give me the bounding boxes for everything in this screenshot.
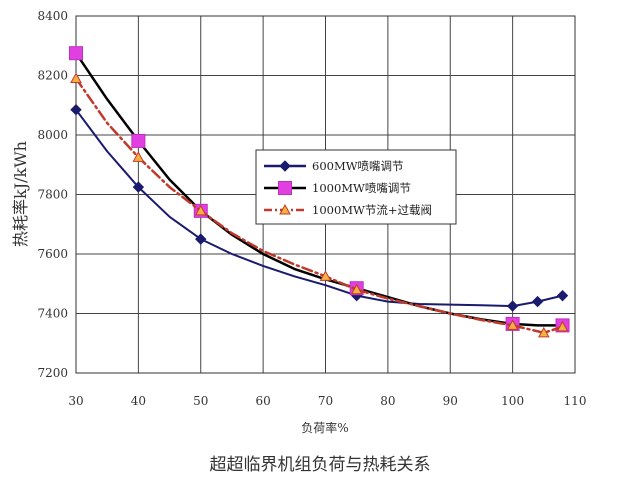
y-tick-label: 7800 [37,188,68,202]
diamond-marker [531,295,544,308]
triangle-marker [350,283,363,295]
plot-frame [75,15,576,374]
triangle-marker [70,72,82,83]
x-tick-label: 60 [255,394,270,408]
square-marker [131,133,146,148]
series-line [75,108,564,308]
x-tick-label: 40 [131,394,146,408]
legend-label: 600MW喷嘴调节 [312,159,404,173]
legend-square-marker [278,181,292,195]
legend-entries: 600MW喷嘴调节 1000MW喷嘴调节 1000MW节流+过载阀 [264,159,432,217]
series-layer [69,46,570,338]
tick-labels: 30 40 50 60 70 80 90 100 110 7200 7400 7600 7800 8000… [37,9,586,408]
legend: 600MW喷嘴调节 1000MW喷嘴调节 1000MW节流+过载阀 [255,149,457,225]
diamond-marker [506,300,519,312]
x-tick-label: 80 [380,394,395,408]
square-marker [69,46,83,61]
x-tick-label: 70 [318,394,333,408]
y-tick-label: 7200 [37,366,68,380]
legend-label: 1000MW喷嘴调节 [312,181,411,195]
y-tick-label: 7400 [37,307,68,321]
x-axis-label: 负荷率% [301,420,348,435]
legend-box [255,149,457,225]
triangle-marker [319,270,332,281]
triangle-marker [537,326,550,338]
series-1 [70,104,569,312]
y-tick-label: 8200 [37,69,68,83]
diamond-marker [132,181,145,193]
legend-label: 1000MW节流+过载阀 [312,203,432,217]
x-tick-label: 100 [501,394,524,408]
legend-triangle-marker [279,203,291,215]
x-tick-label: 110 [564,394,587,408]
triangle-marker [556,320,569,332]
diamond-marker [70,104,82,116]
triangle-marker [194,204,207,216]
x-tick-label: 50 [193,394,208,408]
series-3 [70,72,569,338]
y-axis-label: 热耗率kJ/kWh [11,141,30,247]
triangle-marker [132,151,145,162]
diamond-marker [195,233,207,245]
legend-diamond-marker [279,160,291,172]
diamond-marker [556,289,569,302]
y-tick-label: 7600 [37,247,68,261]
triangle-marker [506,319,519,330]
x-tick-label: 30 [68,394,83,408]
y-tick-label: 8400 [37,9,68,23]
y-tick-label: 8000 [37,128,68,142]
chart-title: 超超临界机组负荷与热耗关系 [210,455,431,475]
x-tick-label: 90 [443,394,458,408]
